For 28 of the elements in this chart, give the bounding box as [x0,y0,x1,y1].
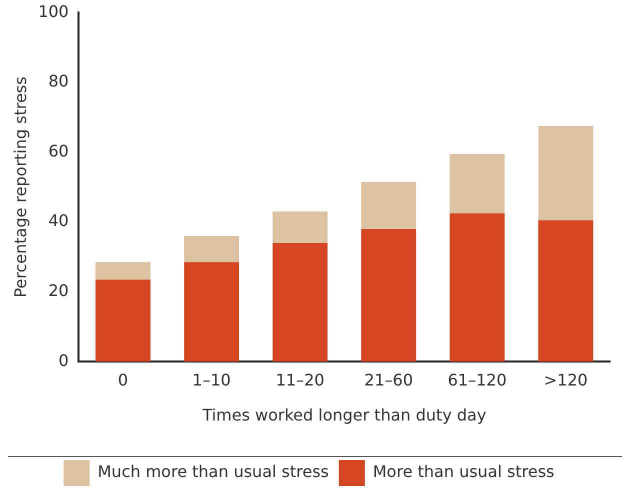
bar [184,262,240,362]
bar [96,262,150,280]
bar [184,236,240,262]
bar [361,228,416,362]
y-axis-title: Percentage reporting stress [10,76,30,298]
legend-label: More than usual stress [372,462,554,482]
y-tick-label: 60 [48,141,69,160]
bar [272,212,328,243]
legend-label: Much more than usual stress [98,462,329,482]
bar [538,220,594,362]
x-tick-label: 61–120 [448,370,507,390]
y-tick-label: 80 [48,72,69,91]
y-tick-label: 20 [48,280,69,300]
y-tick-label: 40 [48,211,69,230]
y-tick-label: 0 [58,350,69,370]
x-tick-label: 1–10 [192,370,231,390]
x-axis-title: Times worked longer than duty day [201,406,486,425]
x-tick-label: 11–20 [276,370,324,390]
bar [538,126,594,220]
bar [361,182,416,229]
bar [96,280,150,362]
x-tick-label: 21–60 [364,370,413,390]
bar [272,242,328,362]
y-tick-label: 100 [38,2,69,21]
bar [450,213,505,362]
x-tick-label: >120 [544,370,588,390]
bar [450,154,505,214]
x-tick-label: 0 [118,370,128,390]
